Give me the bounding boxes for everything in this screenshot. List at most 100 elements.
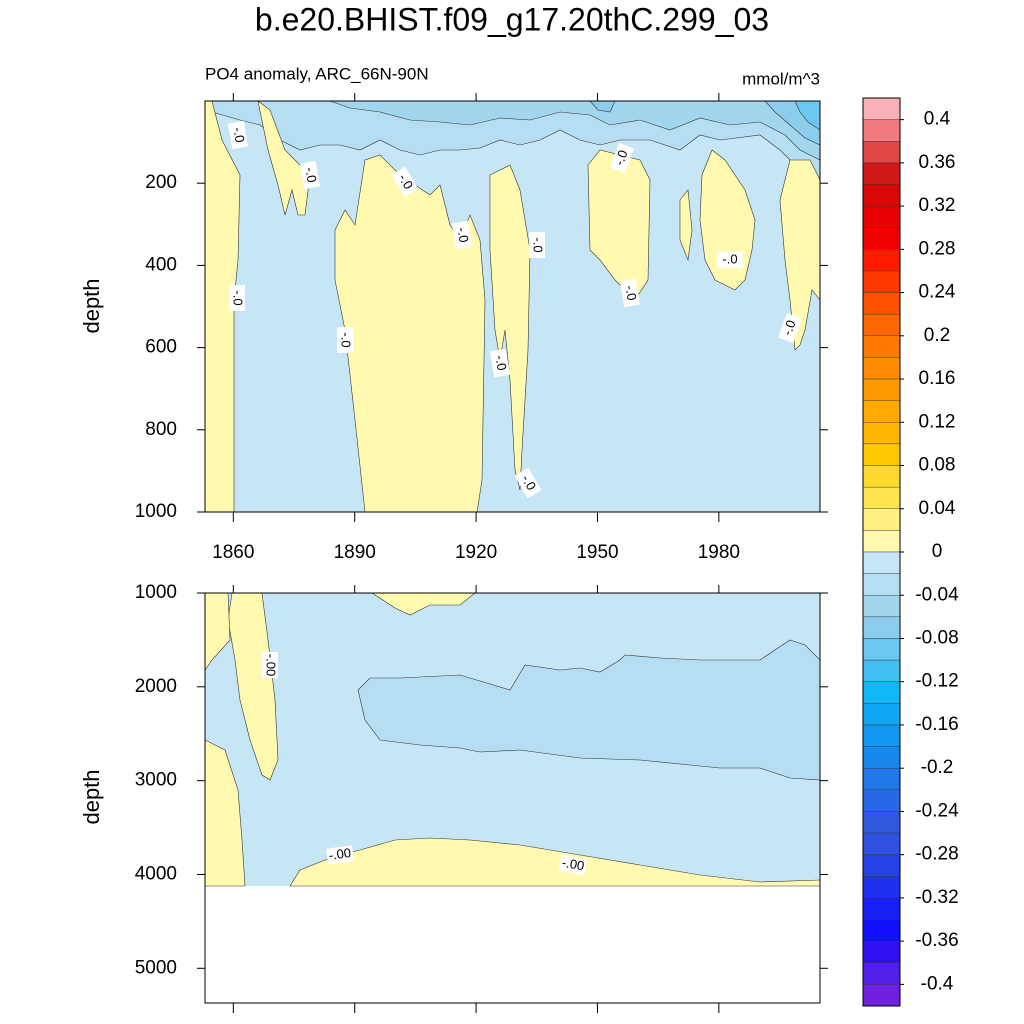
contour-label-bg — [262, 652, 278, 678]
colorbar-box — [862, 724, 901, 747]
colorbar-box — [862, 854, 901, 877]
contour-label-bg — [326, 845, 354, 865]
contour-label-bg — [451, 220, 473, 250]
colorbar-box — [862, 703, 901, 726]
contour-label: -.0 — [514, 467, 542, 499]
y-tick-label: 2000 — [135, 676, 177, 697]
contour-label: -.0 — [489, 348, 511, 378]
contour-label-bg — [778, 313, 802, 343]
contour-label: -.0 — [717, 251, 743, 268]
contour-label: -.0 — [778, 313, 802, 343]
colorbar-box — [862, 789, 901, 812]
colorbar-tick-label: -0.28 — [915, 844, 958, 865]
y-tick-label: 800 — [145, 419, 177, 440]
subtitle: PO4 anomaly, ARC_66N-90N — [205, 64, 429, 83]
colorbar-box — [862, 184, 901, 207]
colorbar-box — [862, 465, 901, 488]
colorbar-box — [862, 984, 901, 1007]
colorbar-box — [862, 270, 901, 293]
contour-label-bg — [337, 327, 353, 353]
colorbar-box — [862, 313, 901, 337]
contour-label: -.00 — [262, 652, 279, 678]
plot-frame — [204, 100, 821, 513]
colorbar-tick-label: 0 — [932, 541, 943, 562]
colorbar-tick-label: 0.28 — [919, 238, 956, 259]
colorbar-box — [862, 962, 901, 985]
colorbar-box — [862, 832, 901, 855]
colorbar-tick-label: 0.36 — [919, 152, 956, 173]
colorbar-tick-label: -0.04 — [915, 584, 959, 605]
contour-label-bg — [558, 854, 588, 876]
contour-label-bg — [229, 285, 245, 311]
colorbar-tick-label: -0.32 — [915, 887, 958, 908]
contour-label-text: -.0 — [722, 251, 737, 266]
colorbar-tick-label: 0.04 — [919, 498, 956, 519]
colorbar-box — [862, 638, 901, 661]
contour-label-text: -.00 — [328, 845, 352, 863]
x-tick-label: 1980 — [698, 542, 740, 563]
colorbar-box — [862, 97, 901, 120]
contour-label-bg — [529, 232, 545, 258]
colorbar-box — [862, 551, 901, 574]
colorbar-tick-label: -0.16 — [915, 714, 958, 735]
contour-label: -.0 — [619, 278, 641, 308]
colorbar-tick-label: -0.08 — [915, 627, 958, 648]
colorbar-tick-label: -0.12 — [915, 671, 958, 692]
y-tick-label: 400 — [145, 254, 177, 275]
contour-label: -.00 — [326, 845, 354, 865]
contour-label-text: -.0 — [519, 472, 540, 493]
colorbar-tick-label: -0.24 — [915, 800, 959, 821]
colorbar-box — [862, 357, 901, 380]
contour-label: -.00 — [558, 854, 588, 876]
colorbar-box — [862, 335, 901, 358]
y-axis-label: depth — [79, 278, 104, 333]
colorbar-box — [862, 746, 901, 769]
contour-label-text: -.0 — [779, 318, 798, 337]
contour-label-text: -.0 — [622, 284, 639, 302]
colorbar-tick-label: 0.4 — [924, 109, 951, 130]
chart-title: b.e20.BHIST.f09_g17.20thC.299_03 — [255, 1, 769, 37]
contour-label-bg — [610, 143, 634, 173]
colorbar-tick-label: -0.36 — [915, 930, 958, 951]
colorbar-box — [862, 162, 901, 185]
contour-label-text: -.0 — [230, 126, 247, 144]
contour-label-bg — [299, 160, 321, 190]
plot-frame — [204, 592, 821, 1004]
colorbar-box — [862, 659, 901, 682]
y-tick-label: 1000 — [135, 582, 177, 603]
contour-label-text: -.0 — [454, 226, 471, 244]
x-tick-label: 1890 — [334, 542, 376, 563]
contour-label: -.0 — [337, 327, 354, 353]
y-tick-label: 1000 — [135, 501, 177, 522]
colorbar-tick-label: 0.12 — [919, 411, 956, 432]
colorbar-box — [862, 616, 901, 639]
colorbar-box — [862, 292, 901, 315]
colorbar-box — [862, 378, 901, 401]
contour-label: -.0 — [391, 166, 419, 198]
x-tick-label: 1860 — [212, 542, 254, 563]
y-axis-label: depth — [79, 769, 104, 824]
contour-label-text: -.0 — [531, 237, 546, 252]
contour-label-bg — [514, 467, 542, 499]
y-tick-label: 200 — [145, 172, 177, 193]
colorbar-box — [862, 897, 901, 920]
contour-label: -.0 — [610, 143, 634, 173]
colorbar-box — [862, 940, 901, 963]
contour-label-text: -.0 — [231, 290, 246, 305]
colorbar-box — [862, 249, 901, 272]
colorbar-box — [862, 595, 901, 618]
colorbar-box — [862, 767, 901, 791]
y-tick-label: 600 — [145, 337, 177, 358]
contour-label-text: -.0 — [492, 354, 509, 372]
colorbar-box — [862, 919, 901, 942]
colorbar-box — [862, 227, 901, 250]
colorbar-box — [862, 508, 901, 531]
colorbar-tick-label: 0.16 — [919, 368, 956, 389]
colorbar-tick-label: 0.24 — [919, 282, 956, 303]
contour-label: -.0 — [227, 120, 249, 150]
colorbar-box — [862, 486, 901, 509]
contour-label-bg — [619, 278, 641, 308]
contour-label-bg — [227, 120, 249, 150]
colorbar-box — [862, 573, 901, 596]
